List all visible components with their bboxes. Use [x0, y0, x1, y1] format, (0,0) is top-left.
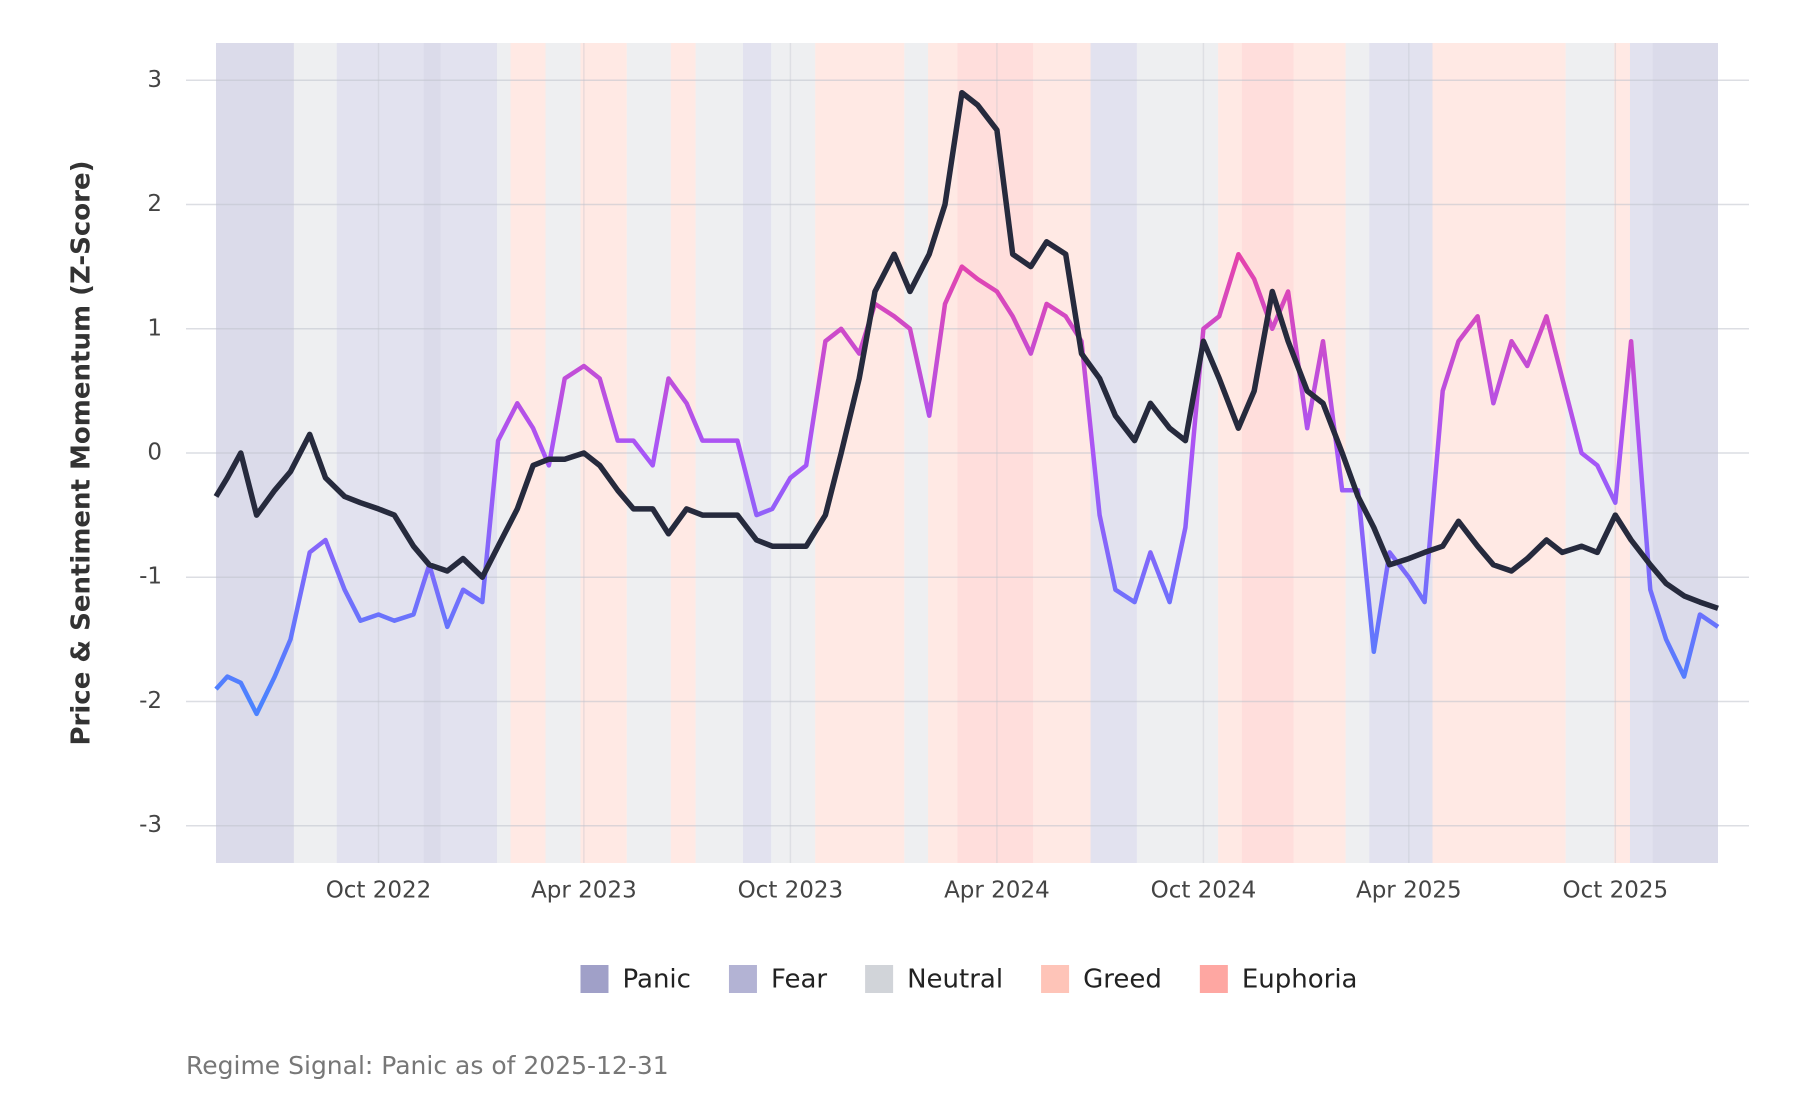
legend-label: Neutral	[907, 965, 1003, 995]
x-tick-label: Oct 2023	[738, 878, 844, 904]
y-tick-label: -3	[139, 812, 162, 838]
x-tick-label: Apr 2023	[531, 878, 637, 904]
legend-swatch	[728, 965, 757, 993]
lines	[213, 89, 1720, 717]
y-tick-label: 3	[147, 67, 162, 93]
legend-swatch	[1041, 965, 1070, 993]
legend-swatch	[865, 965, 894, 993]
y-axis-label: Price & Sentiment Momentum (Z-Score)	[67, 161, 97, 746]
x-tick-label: Oct 2022	[326, 878, 432, 904]
labels: -3 -2 -1 0 1 2 3 Oct 2022 Apr 2023 Oct 2023 Apr 20…	[139, 67, 1668, 995]
legend-swatch	[1199, 965, 1228, 993]
y-tick-label: -2	[139, 688, 162, 714]
y-tick-label: 1	[147, 315, 162, 341]
legend-swatch	[580, 965, 609, 993]
x-tick-label: Oct 2024	[1151, 878, 1257, 904]
x-tick-label: Apr 2024	[944, 878, 1050, 904]
y-tick-label: -1	[139, 564, 162, 590]
series-line	[213, 89, 1719, 611]
annotation: Regime Signal: Panic as of 2025-12-31	[186, 1051, 669, 1080]
legend-label: Panic	[623, 965, 691, 995]
legend-label: Fear	[771, 965, 827, 995]
legend-label: Euphoria	[1242, 965, 1358, 995]
y-tick-label: 0	[147, 440, 162, 466]
legend-label: Greed	[1083, 965, 1162, 995]
grid	[186, 43, 1749, 863]
y-tick-label: 2	[147, 191, 162, 217]
x-tick-label: Oct 2025	[1562, 878, 1668, 904]
series-line	[214, 251, 1720, 717]
x-tick-label: Apr 2025	[1356, 878, 1462, 904]
